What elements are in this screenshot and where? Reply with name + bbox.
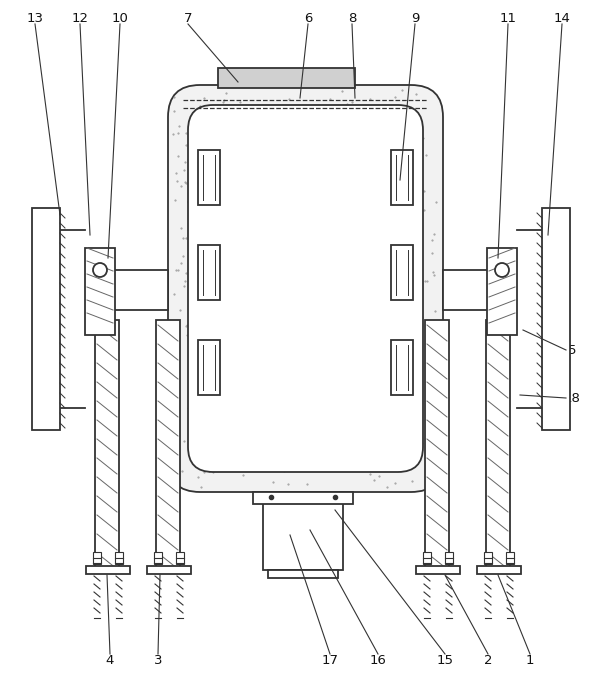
Bar — [445, 552, 453, 564]
Text: 15: 15 — [437, 654, 454, 667]
Text: 6: 6 — [304, 11, 312, 24]
Bar — [268, 570, 338, 578]
Bar — [32, 208, 60, 430]
Text: 1: 1 — [526, 654, 534, 667]
Text: 8: 8 — [348, 11, 356, 24]
Bar — [93, 552, 101, 564]
Bar — [95, 320, 119, 570]
Text: 3: 3 — [154, 654, 162, 667]
Text: 13: 13 — [26, 11, 44, 24]
Bar — [391, 245, 413, 300]
Bar — [115, 552, 123, 564]
Bar — [506, 552, 514, 564]
Text: 17: 17 — [322, 654, 338, 667]
Bar — [391, 340, 413, 395]
Bar — [263, 492, 343, 570]
Text: 4: 4 — [106, 654, 114, 667]
Text: 7: 7 — [184, 11, 192, 24]
Text: 5: 5 — [568, 343, 576, 356]
Circle shape — [93, 263, 107, 277]
Circle shape — [495, 263, 509, 277]
Bar — [477, 566, 521, 574]
Bar — [218, 68, 355, 88]
Bar — [443, 270, 490, 310]
Bar — [486, 320, 510, 570]
Text: 9: 9 — [411, 11, 419, 24]
FancyBboxPatch shape — [168, 85, 443, 492]
Text: 11: 11 — [499, 11, 517, 24]
Bar — [198, 245, 220, 300]
Text: 12: 12 — [71, 11, 89, 24]
Bar — [176, 552, 184, 564]
Bar — [425, 320, 449, 570]
FancyBboxPatch shape — [188, 105, 423, 472]
Bar — [147, 566, 191, 574]
Bar — [391, 150, 413, 205]
Text: 10: 10 — [112, 11, 128, 24]
Bar — [110, 270, 168, 310]
Text: 2: 2 — [484, 654, 492, 667]
Bar — [154, 552, 162, 564]
Bar — [156, 320, 180, 570]
Text: 18: 18 — [563, 391, 580, 404]
Bar — [253, 492, 353, 504]
Bar — [487, 248, 517, 335]
Bar — [484, 552, 492, 564]
Bar — [86, 566, 130, 574]
Bar — [423, 552, 431, 564]
Bar — [198, 150, 220, 205]
Text: 16: 16 — [370, 654, 386, 667]
Bar — [198, 340, 220, 395]
Text: 14: 14 — [554, 11, 571, 24]
Bar — [416, 566, 460, 574]
Bar — [542, 208, 570, 430]
Bar — [85, 248, 115, 335]
